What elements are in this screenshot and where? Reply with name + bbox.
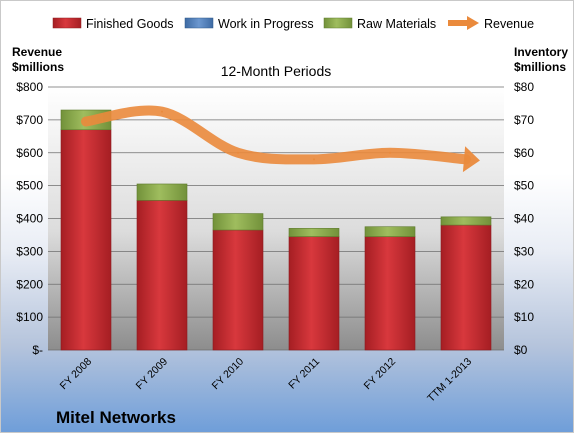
bar-finished-goods — [212, 229, 264, 351]
left-tick-label: $- — [32, 343, 43, 357]
revenue-point — [237, 151, 239, 154]
right-tick-label: $80 — [514, 80, 534, 94]
left-axis-title-line2: $millions — [12, 60, 64, 74]
bar-finished-goods — [288, 236, 340, 351]
revenue-line — [81, 105, 471, 165]
bar-raw-materials — [364, 226, 416, 237]
right-tick-label: $50 — [514, 179, 534, 193]
bars — [60, 109, 492, 351]
left-tick-label: $100 — [16, 310, 43, 324]
legend-label-finished-goods: Finished Goods — [86, 17, 174, 31]
bar-raw-materials — [288, 228, 340, 237]
bar-raw-materials — [136, 183, 188, 201]
legend-label-revenue: Revenue — [484, 17, 534, 31]
legend-swatch-finished-goods — [52, 17, 82, 29]
x-tick-label: FY 2011 — [286, 356, 322, 392]
legend-swatch-work-in-progress — [184, 17, 214, 29]
left-axis-title-line1: Revenue — [12, 45, 62, 59]
right-tick-label: $70 — [514, 113, 534, 127]
bar-finished-goods — [440, 224, 492, 351]
x-tick-label: FY 2010 — [210, 356, 247, 393]
bar-finished-goods — [60, 129, 112, 351]
left-tick-label: $600 — [16, 146, 43, 160]
bar-finished-goods — [136, 200, 188, 351]
left-tick-label: $400 — [16, 212, 43, 226]
right-axis-title-line1: Inventory — [514, 45, 568, 59]
revenue-arrowhead — [462, 146, 480, 173]
bar-raw-materials — [212, 213, 264, 231]
revenue-point — [161, 110, 163, 113]
revenue-point — [85, 120, 87, 123]
legend-label-work-in-progress: Work in Progress — [218, 17, 314, 31]
x-tick-label: FY 2012 — [362, 356, 399, 393]
x-tick-label: FY 2008 — [58, 356, 95, 393]
revenue-point — [389, 151, 391, 154]
right-tick-label: $60 — [514, 146, 534, 160]
left-tick-label: $800 — [16, 80, 43, 94]
bar-raw-materials — [440, 216, 492, 226]
left-tick-label: $300 — [16, 244, 43, 258]
revenue-line-layer — [81, 105, 480, 173]
left-tick-label: $500 — [16, 179, 43, 193]
bar-finished-goods — [364, 236, 416, 351]
company-name: Mitel Networks — [56, 408, 176, 427]
right-tick-label: $30 — [514, 244, 534, 258]
revenue-point — [465, 158, 467, 161]
legend-arrowhead-revenue — [467, 16, 479, 30]
x-tick-label: FY 2009 — [134, 356, 171, 393]
legend: Finished Goods Work in Progress Raw Mate… — [52, 16, 534, 31]
legend-label-raw-materials: Raw Materials — [357, 17, 436, 31]
right-tick-label: $20 — [514, 277, 534, 291]
chart-subtitle: 12-Month Periods — [221, 63, 332, 79]
right-axis-title-line2: $millions — [514, 60, 566, 74]
left-tick-label: $200 — [16, 277, 43, 291]
right-tick-label: $0 — [514, 343, 528, 357]
x-tick-label: TTM 1-2013 — [425, 356, 474, 405]
legend-swatch-raw-materials — [323, 17, 353, 29]
right-tick-label: $10 — [514, 310, 534, 324]
left-tick-label: $700 — [16, 113, 43, 127]
revenue-point — [313, 158, 315, 161]
right-tick-label: $40 — [514, 212, 534, 226]
